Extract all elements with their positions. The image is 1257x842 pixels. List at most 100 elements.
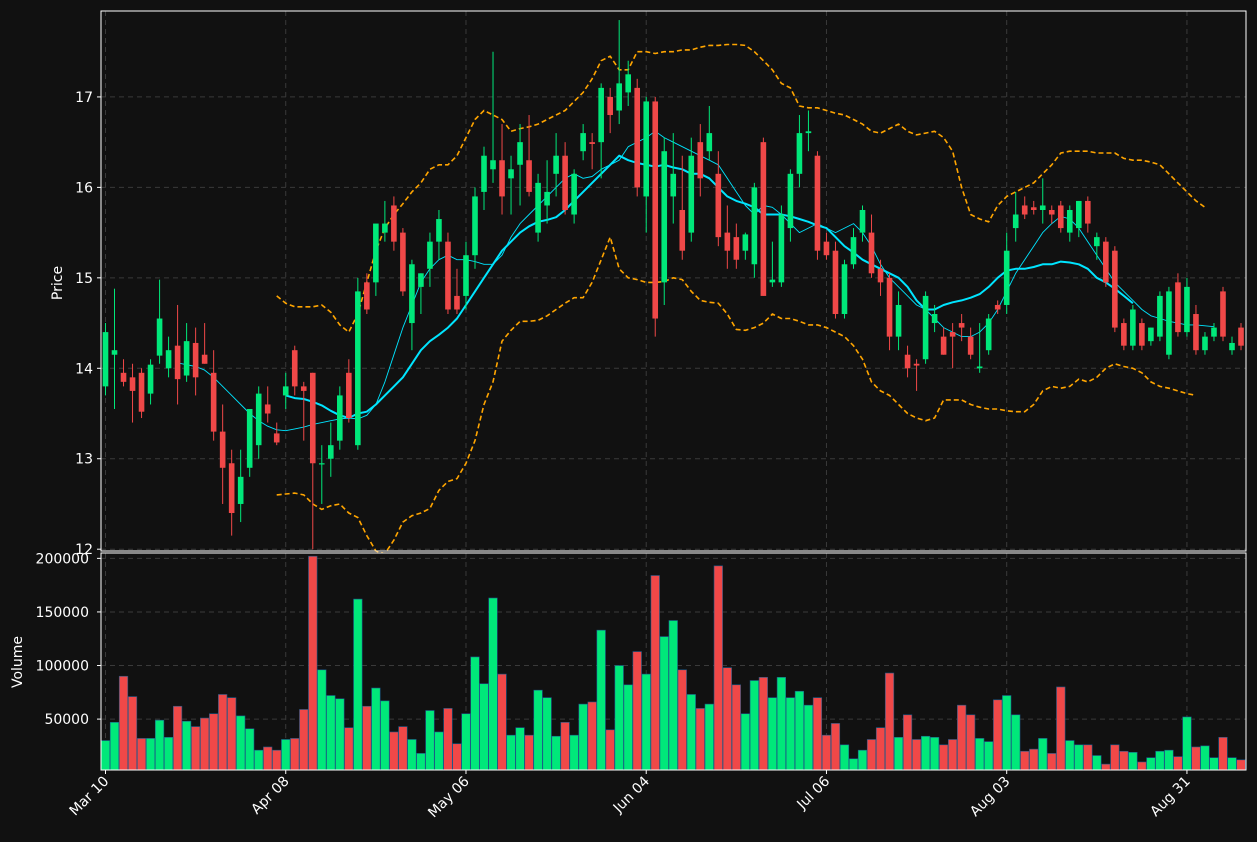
candle-down [1048,205,1055,224]
candle-up [246,408,253,477]
candle-up [895,291,902,351]
volume-bar [335,698,345,771]
candle-up [427,232,433,287]
candle-body [796,133,803,174]
candle-body [309,372,316,464]
candle-body [760,142,767,296]
candle-up [742,232,749,260]
volume-bar [118,675,129,771]
volume-bar [272,749,282,771]
candle-body [246,408,253,468]
candle-down [400,228,406,296]
candle-body [1193,314,1199,351]
volume-bar [785,697,796,771]
candle-down [364,273,370,315]
price-tick-label: 16 [75,180,93,196]
price-tick-label: 12 [75,542,93,558]
candle-down [210,350,217,441]
volume-bar [569,734,579,771]
candle-body [580,133,586,152]
candle-body [129,377,136,391]
volume-bar [650,575,660,771]
candle-body [391,205,397,242]
candle-down [120,359,127,387]
volume-bar [713,565,723,771]
volume-bar [533,689,543,771]
candle-down [1175,273,1181,337]
volume-bar [930,737,940,771]
volume-bar [1074,744,1084,771]
candle-body [967,336,974,355]
candle-down [877,259,884,296]
candle-down [967,327,974,360]
candle-body [625,74,631,93]
candle-body [1057,205,1064,229]
volume-bar [803,704,814,771]
candle-body [1157,295,1163,337]
volume-bar [326,695,336,771]
candle-down [652,96,659,337]
candle-body [1139,323,1145,346]
volume-bar [812,697,823,771]
volume-bar [488,597,498,771]
volume-bar [1200,745,1210,771]
candle-down [940,327,947,355]
candle-body [733,237,740,260]
candle-body [499,160,505,197]
candle-down [904,345,911,378]
candle-up [1003,232,1010,315]
volume-bar [1227,757,1237,771]
candle-body [156,318,163,356]
candle-up [1202,332,1208,355]
candle-up [976,323,983,373]
volume-bar [524,734,534,771]
candle-down [562,142,568,215]
candle-body [805,131,812,134]
volume-bar [245,728,255,771]
volume-y-ticks: 50000 100000 150000 200000 [36,551,101,728]
candle-up [282,372,289,409]
candle-body [291,350,298,387]
candle-up [706,105,713,161]
candle-up [1130,304,1136,351]
candle-down [1103,237,1109,287]
bollinger-lower-line [276,236,1197,555]
candle-down [913,359,920,391]
candle-up [102,323,109,396]
candle-body [913,363,920,366]
volume-panel: 50000 100000 150000 200000 Volume [10,551,1247,771]
volume-bar [461,713,471,771]
candle-up [418,273,424,315]
volume-bar [1146,757,1156,771]
candle-body [454,295,460,310]
candle-body [1184,286,1190,333]
overlay-lines [177,43,1215,555]
candle-body [138,372,145,412]
volume-bar [145,738,156,771]
volume-bars [100,555,1246,771]
volume-bar [389,731,399,771]
candle-down [1030,200,1037,215]
volume-bar [506,734,516,771]
volume-bar [830,723,841,771]
candle-down [697,124,704,197]
candle-body [841,264,848,315]
candle-body [679,209,686,251]
candle-body [102,332,109,387]
candle-down [228,449,235,536]
candle-down [949,323,956,369]
candle-up [472,187,478,269]
candle-up [688,137,695,242]
candle-body [715,173,722,238]
volume-bar [425,710,435,771]
volume-bar [1020,750,1030,771]
volume-bar [479,683,489,771]
candle-down [1021,196,1028,220]
candle-up [841,259,848,319]
volume-bar [686,694,696,771]
volume-bar [263,746,273,771]
volume-bar [948,739,958,771]
candle-body [994,304,1001,310]
volume-tick-label: 50000 [44,712,89,728]
volume-bar [191,726,201,771]
